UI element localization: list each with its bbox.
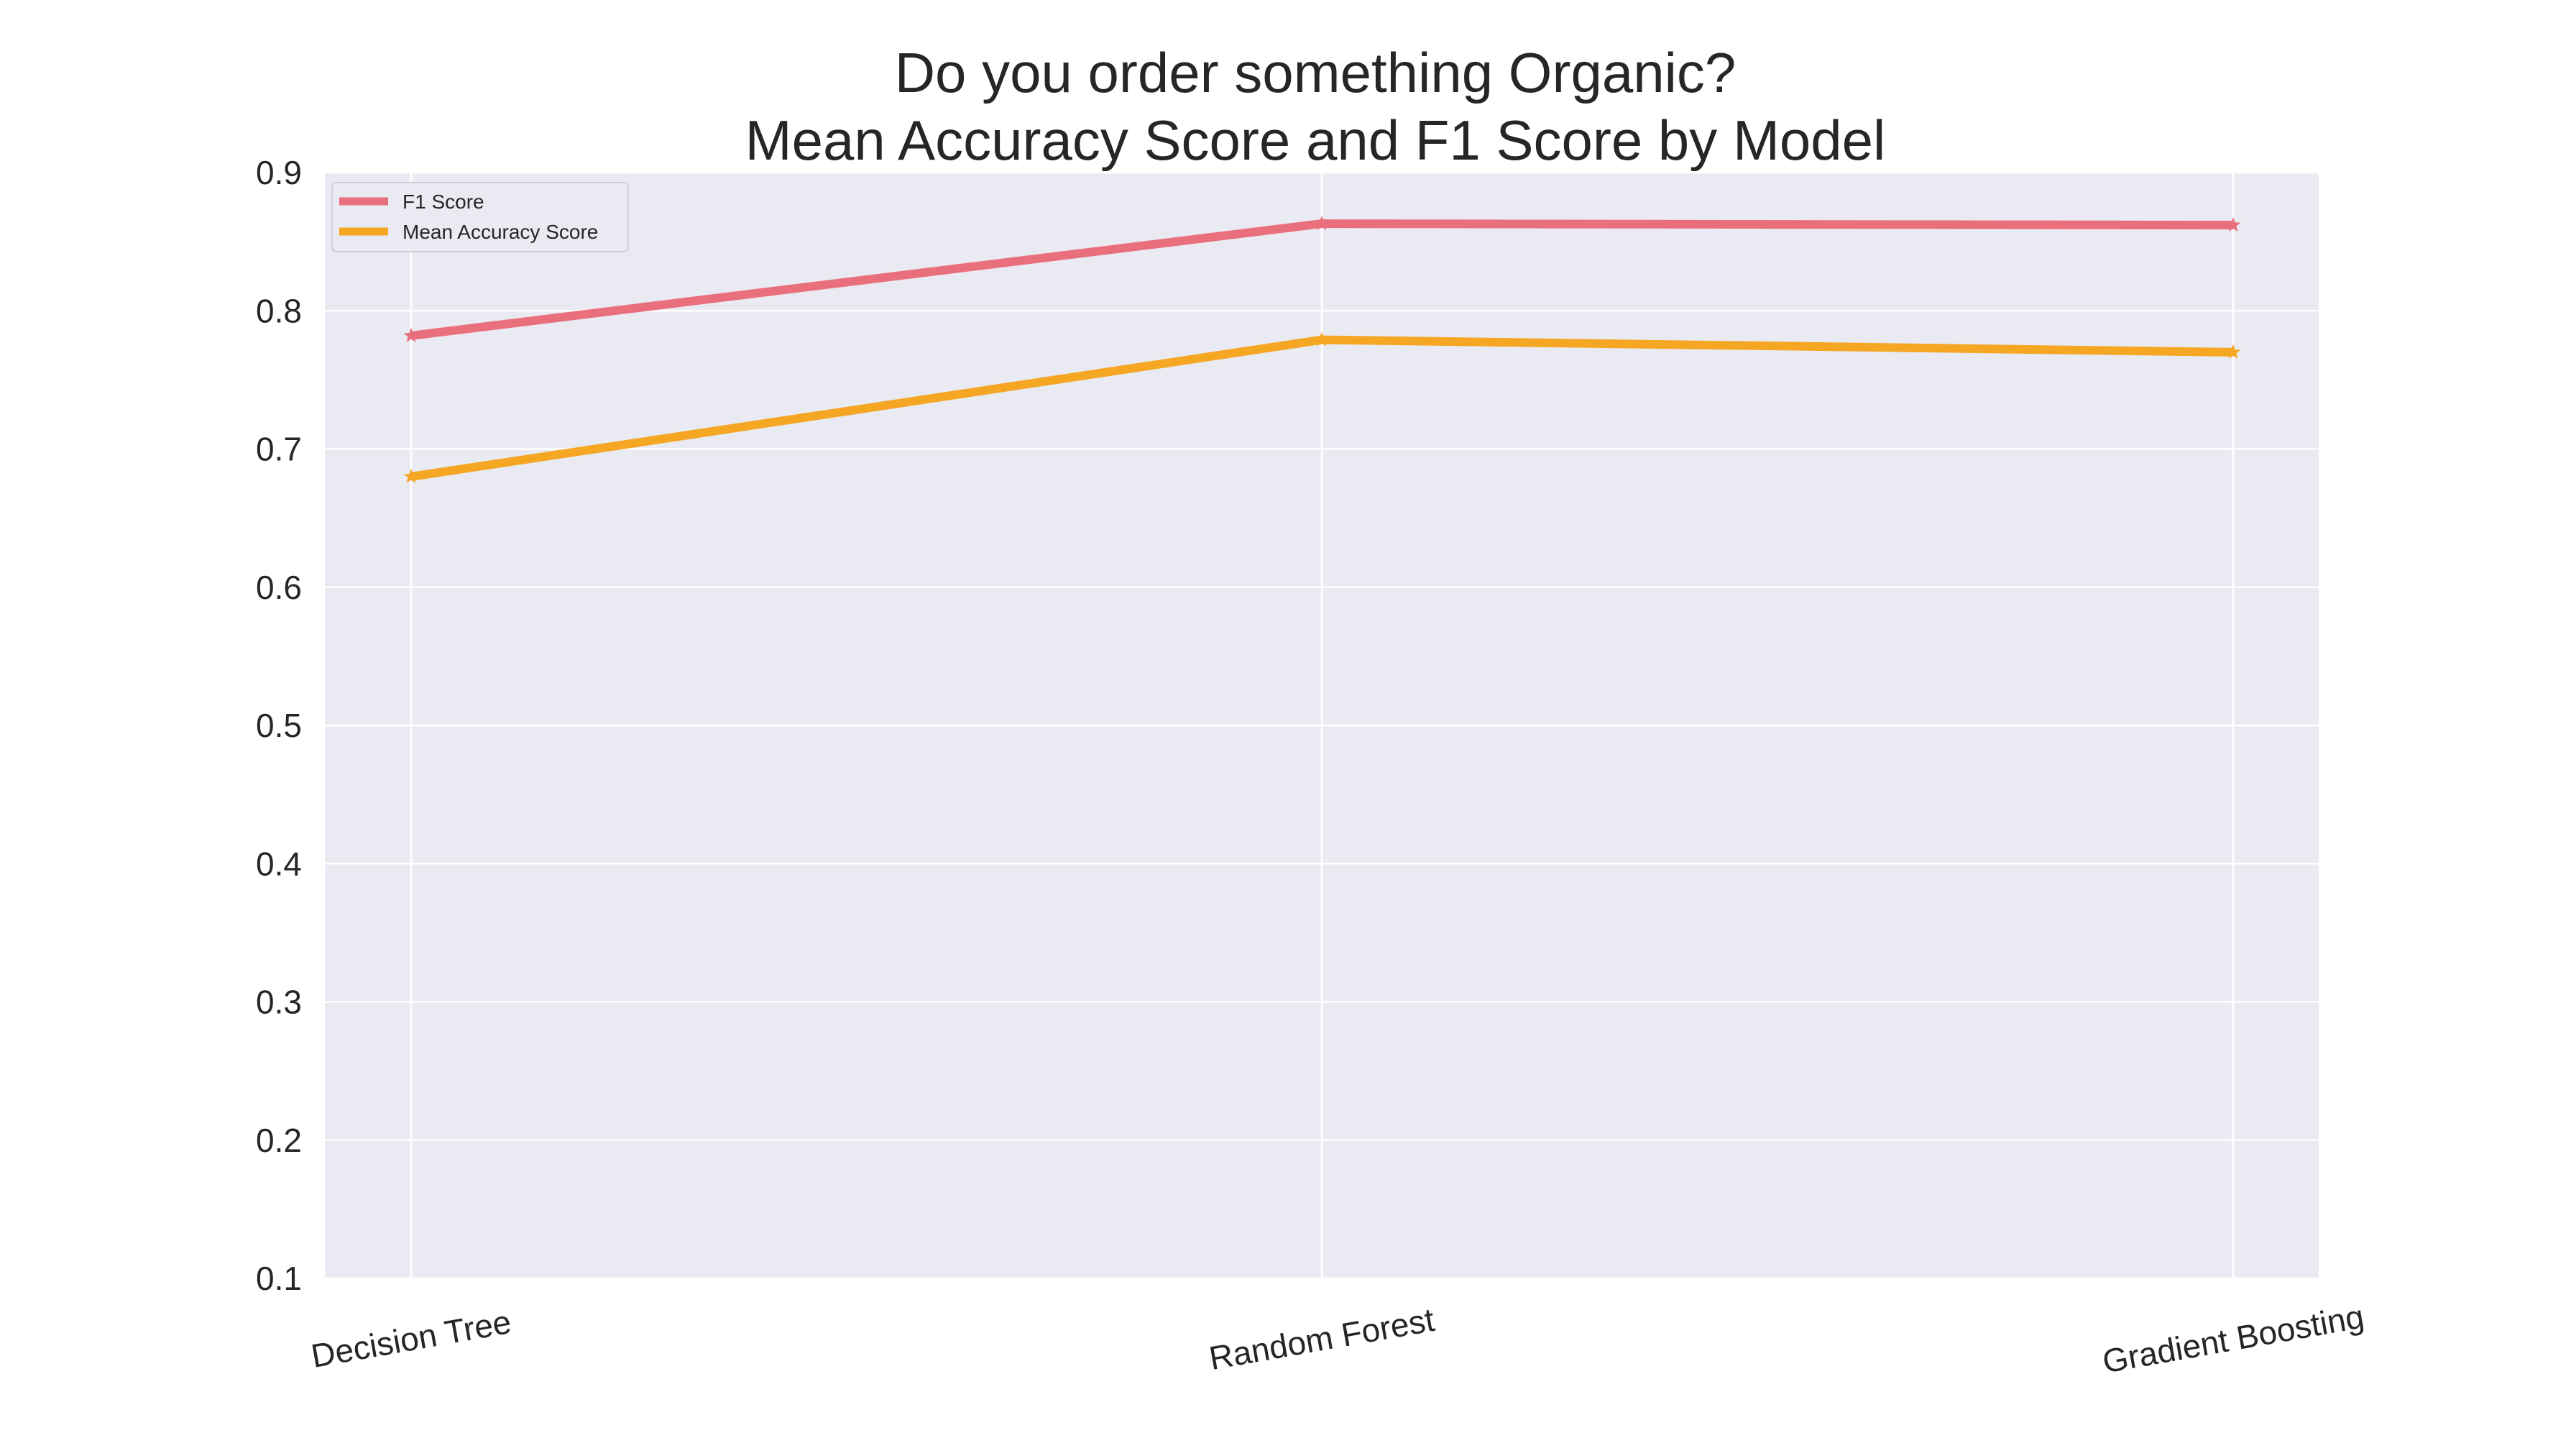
y-tick-label: 0.2 [256,1122,302,1159]
data-point-marker [2225,217,2241,232]
chart-title-line-2: Mean Accuracy Score and F1 Score by Mode… [745,109,1886,172]
y-tick-labels: 0.1 0.2 0.3 0.4 0.5 0.6 0.7 0.8 0.9 [256,154,302,1297]
legend-box [331,182,629,252]
y-tick-label: 0.5 [256,707,302,744]
y-tick-label: 0.1 [256,1260,302,1297]
x-tick-label: Random Forest [1206,1301,1437,1377]
data-point-marker [403,327,419,342]
data-point-marker [1314,216,1330,230]
legend: F1 Score Mean Accuracy Score [331,182,629,252]
y-tick-label: 0.7 [256,431,302,468]
y-tick-label: 0.9 [256,154,302,191]
legend-f1-label: F1 Score [402,191,484,213]
y-tick-label: 0.8 [256,292,302,329]
data-point-marker [403,468,419,483]
grid-lines [325,171,2319,1280]
x-tick-labels: Decision Tree Random Forest Gradient Boost… [308,1297,2367,1380]
y-tick-label: 0.4 [256,845,302,882]
legend-accuracy-label: Mean Accuracy Score [402,221,598,243]
data-point-marker [1314,331,1330,347]
y-tick-label: 0.3 [256,984,302,1021]
chart-title-line-1: Do you order something Organic? [895,41,1736,104]
x-tick-label: Decision Tree [308,1303,514,1375]
data-point-marker [2225,344,2241,359]
series-lines [403,216,2241,483]
y-tick-label: 0.6 [256,569,302,606]
x-tick-label: Gradient Boosting [2099,1297,2367,1380]
